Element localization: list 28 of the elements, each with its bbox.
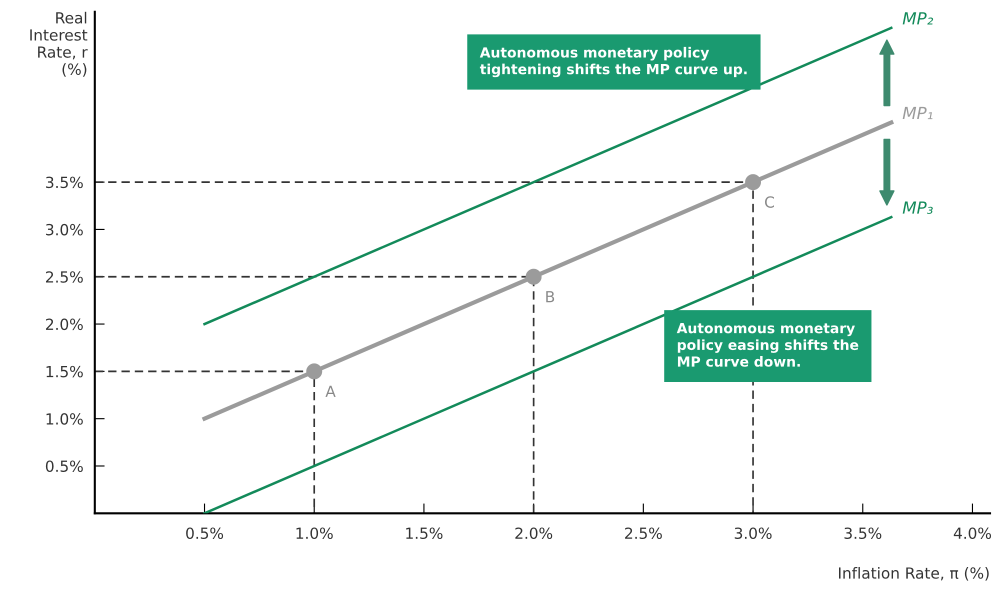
y-tick-label: 2.5%	[46, 271, 83, 283]
x-tick-label: 1.0%	[296, 527, 333, 540]
series-label: MP₁	[902, 106, 932, 120]
y-tick-label: 2.0%	[46, 318, 83, 330]
series-label: MP₃	[902, 202, 933, 214]
annotation: Autonomous monetary policy easing shifts the MP curve down.	[676, 323, 858, 367]
point	[306, 363, 322, 380]
x-tick-label: 2.5%	[625, 527, 662, 540]
annotation: B	[546, 291, 554, 302]
x-tick-label: 1.5%	[406, 527, 442, 540]
y-tick-label: 0.5%	[46, 460, 83, 472]
y-tick-label: 3.0%	[46, 224, 83, 236]
point	[526, 268, 542, 285]
annotation: C	[765, 196, 774, 208]
x-tick-label: 3.0%	[734, 527, 772, 540]
y-tick-label: 1.5%	[46, 366, 83, 378]
y-axis-title: Real Interest Rate, r (%)	[30, 12, 88, 77]
x-tick-label: 0.5%	[186, 527, 224, 540]
x-tick-label: 2.0%	[515, 527, 552, 540]
series-label: MP₂	[902, 12, 934, 24]
x-axis-title: Inflation Rate, π (%)	[838, 566, 989, 581]
annotation: Autonomous monetary policy tightening shifts the MP curve up.	[480, 46, 747, 78]
y-tick-label: 1.0%	[46, 413, 83, 425]
annotation: A	[325, 386, 336, 397]
y-tick-label: 3.5%	[46, 176, 83, 188]
point	[745, 174, 762, 190]
x-tick-label: 4.0%	[954, 527, 992, 540]
x-tick-label: 3.5%	[844, 527, 882, 540]
